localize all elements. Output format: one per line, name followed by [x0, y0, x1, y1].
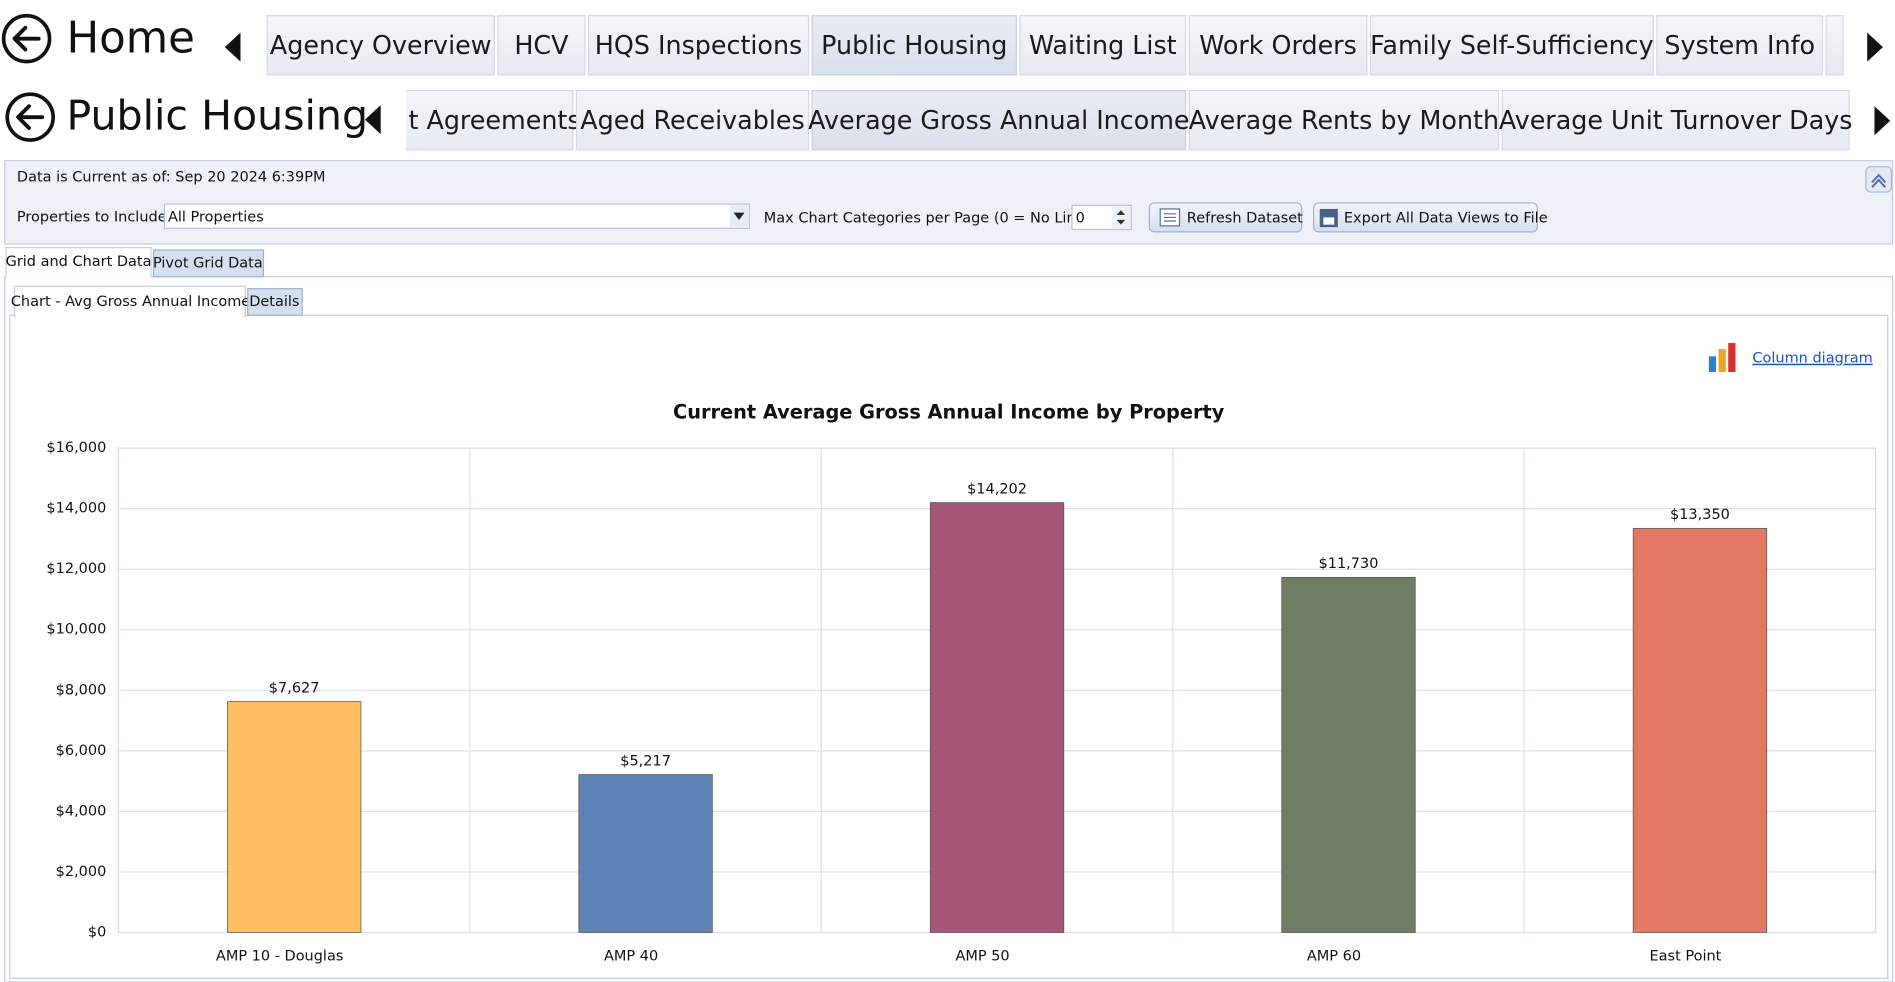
nav-tab-label: Waiting List: [1029, 30, 1177, 60]
subnav-tab-label: Average Rents by Month: [1189, 105, 1499, 135]
section-title: Public Housing: [66, 91, 368, 139]
value-label: $7,627: [269, 680, 320, 696]
y-tick-label: $16,000: [46, 440, 106, 456]
subnav-tab-label: Aged Receivables: [580, 105, 804, 135]
subnav-tab[interactable]: [1188, 89, 1500, 151]
value-label: $11,730: [1319, 556, 1379, 572]
section-back-button[interactable]: [5, 92, 55, 142]
nav-tab-label: Family Self-Sufficiency: [1370, 30, 1653, 60]
max-categories-value: 0: [1076, 211, 1085, 227]
subnav-scroll-left[interactable]: [364, 105, 381, 135]
y-tick-label: $6,000: [56, 743, 107, 759]
subnav-scroll-right[interactable]: [1874, 106, 1891, 136]
y-tick-label: $10,000: [46, 622, 106, 638]
nav-tab-label: HQS Inspections: [595, 30, 802, 60]
bar: [227, 701, 362, 933]
nav-tab[interactable]: [266, 15, 495, 76]
refresh-button-label: Refresh Dataset: [1187, 211, 1303, 227]
home-back-button[interactable]: [1, 13, 52, 64]
nav-tab-label: Public Housing: [821, 30, 1007, 60]
home-title: Home: [66, 14, 194, 64]
nav-tab-label: HCV: [514, 30, 569, 60]
toolbar-panel: [4, 160, 1894, 245]
x-tick-label: AMP 40: [604, 949, 658, 965]
subnav-tab-label: Average Gross Annual Income: [808, 105, 1189, 135]
nav-tab-label: Agency Overview: [270, 30, 492, 60]
nav-tab[interactable]: [587, 15, 810, 76]
x-tick-label: East Point: [1650, 949, 1722, 965]
subnav-tab[interactable]: [575, 89, 810, 151]
data-current-text: Data is Current as of: Sep 20 2024 6:39P…: [17, 170, 326, 186]
y-tick-label: $0: [88, 924, 106, 940]
bar: [578, 774, 713, 933]
nav-tab[interactable]: [497, 15, 586, 76]
nav-tab-label: Work Orders: [1199, 30, 1357, 60]
bar: [1632, 527, 1768, 933]
nav-scroll-right[interactable]: [1867, 32, 1883, 62]
subtab-inactive[interactable]: [247, 288, 303, 316]
properties-select[interactable]: [163, 203, 750, 229]
nav-tabs: Agency Overview HCV HQS Inspections Public …: [266, 15, 1824, 76]
refresh-button[interactable]: [1148, 202, 1303, 233]
subnav-tab-label: t Agreements: [408, 105, 580, 135]
nav-tab-partial: [1825, 15, 1844, 76]
export-button[interactable]: [1313, 202, 1538, 233]
subtab-active[interactable]: [13, 285, 246, 318]
subtab-join: [15, 314, 245, 318]
tab-label: Pivot Grid Data: [153, 255, 263, 271]
y-tick-label: $12,000: [46, 561, 106, 577]
value-label: $5,217: [620, 753, 671, 769]
subtab-label: Chart - Avg Gross Annual Income: [11, 294, 250, 310]
diagram-icon[interactable]: [1708, 343, 1736, 373]
subnav-tab[interactable]: [811, 89, 1187, 151]
value-label: $14,202: [967, 481, 1027, 497]
subtab-label: Details: [249, 294, 299, 310]
subnav-tab-label: Average Unit Turnover Days: [1499, 105, 1853, 135]
x-tick-label: AMP 50: [955, 949, 1009, 965]
y-tick-label: $8,000: [56, 682, 107, 698]
tab-label: Grid and Chart Data: [6, 254, 152, 270]
collapse-button[interactable]: [1865, 166, 1892, 193]
nav-tab[interactable]: [1188, 15, 1368, 76]
nav-tab[interactable]: [1656, 15, 1824, 76]
nav-tab[interactable]: [1019, 15, 1187, 76]
chart: $0 $2,000 $4,000 $6,000 $8,000 $10,000 $12,000…: [46, 440, 1877, 965]
tab-active[interactable]: [5, 247, 152, 279]
bar: [1281, 577, 1416, 933]
nav-tab[interactable]: [811, 15, 1017, 76]
diagram-link[interactable]: Column diagram: [1752, 351, 1872, 367]
max-categories-label: Max Chart Categories per Page (0 = No Li…: [764, 211, 1096, 227]
tab-inactive[interactable]: [152, 249, 265, 278]
export-button-label: Export All Data Views to File: [1344, 211, 1548, 227]
chart-title: Current Average Gross Annual Income by P…: [673, 401, 1225, 424]
x-tick-label: AMP 10 - Douglas: [216, 949, 343, 965]
bar: [929, 502, 1065, 933]
value-label: $13,350: [1670, 507, 1730, 523]
subnav-tabs: t Agreements Aged Receivables Average Gros…: [363, 89, 1853, 151]
y-tick-label: $2,000: [56, 864, 107, 880]
nav-scroll-left[interactable]: [224, 32, 241, 62]
nav-tab-label: System Info: [1664, 30, 1815, 60]
nav-tab[interactable]: [1369, 15, 1654, 76]
max-categories-spinner[interactable]: [1071, 204, 1132, 231]
properties-label: Properties to Include: [17, 209, 167, 225]
x-tick-label: AMP 60: [1307, 949, 1361, 965]
y-tick-label: $14,000: [46, 501, 106, 517]
subnav-tab[interactable]: [1501, 89, 1850, 151]
tab-join: [6, 275, 152, 280]
subnav-tab[interactable]: [363, 89, 574, 151]
properties-value: All Properties: [168, 209, 264, 225]
y-tick-label: $4,000: [56, 803, 107, 819]
